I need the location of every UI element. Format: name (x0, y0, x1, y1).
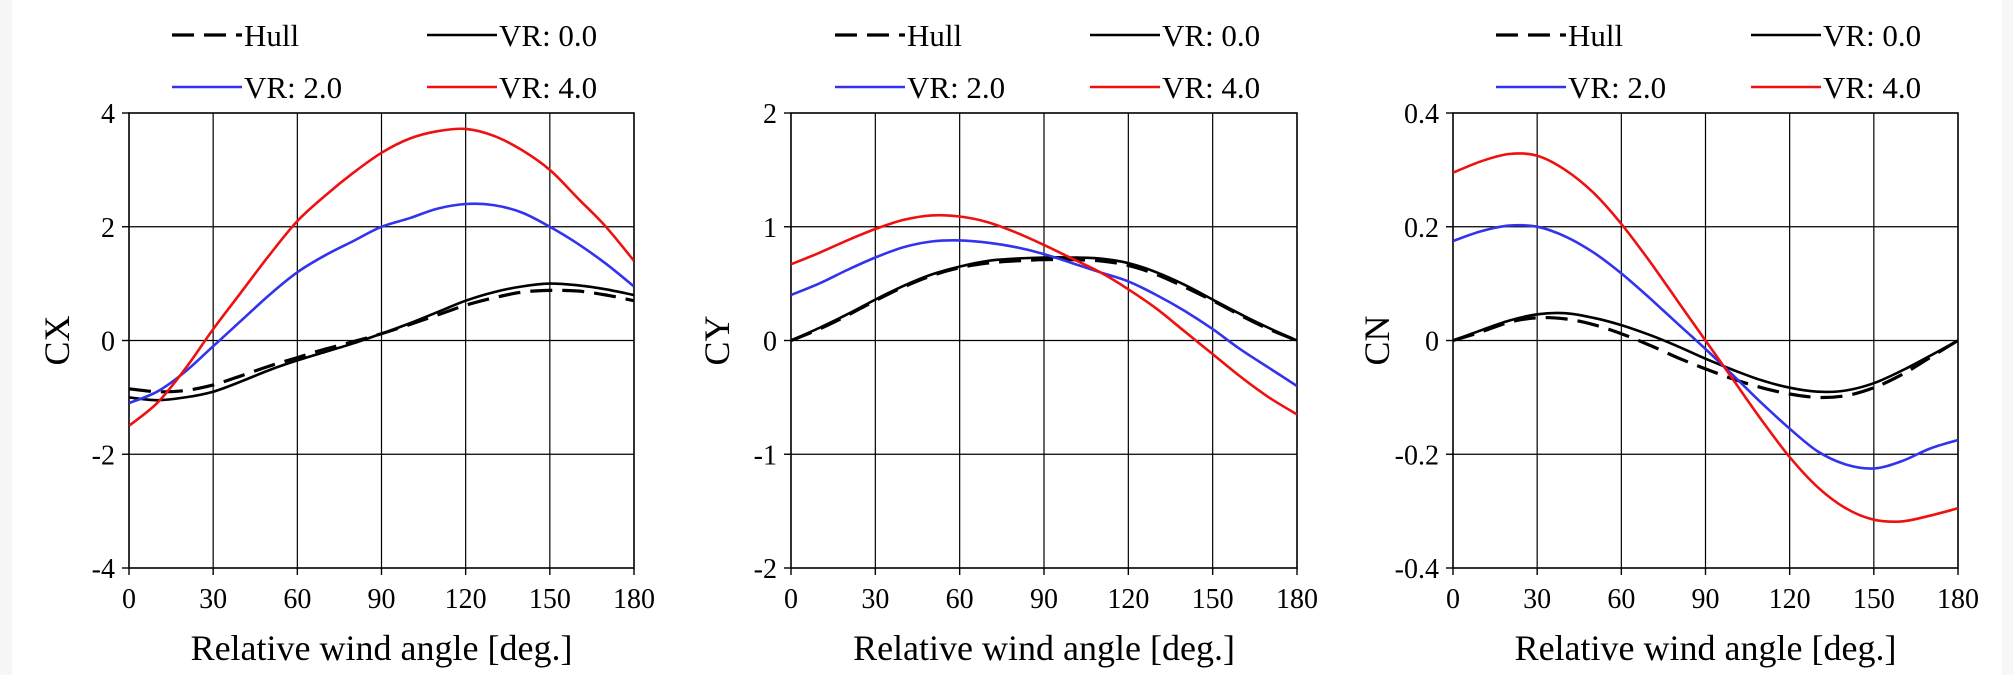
x-tick-label: 90 (368, 584, 396, 615)
x-tick-label: 120 (1107, 584, 1149, 615)
legend: Hull VR: 0.0 VR: 2.0 VR: 4.0 (172, 18, 597, 105)
series-line-hull (1453, 315, 1958, 400)
x-tick-label: 60 (946, 584, 974, 615)
x-axis-label: Relative wind angle [deg.] (1515, 628, 1897, 668)
legend-label: VR: 4.0 (499, 70, 597, 105)
x-tick-label: 150 (529, 584, 571, 615)
legend-label: VR: 0.0 (1162, 18, 1260, 53)
series-line-vr-2-0 (129, 202, 634, 405)
y-axis-label: CY (697, 315, 737, 365)
figure-canvas: 0 30 60 90 120 150 180 4 2 0 -2 -4 Relative wind ang… (12, 0, 2002, 675)
y-axis-label: CX (37, 315, 77, 365)
series-line-hull (791, 257, 1297, 342)
legend-label: Hull (244, 18, 299, 53)
legend: Hull VR: 0.0 VR: 2.0 VR: 4.0 (1496, 18, 1921, 105)
x-tick-label: 30 (861, 584, 889, 615)
legend: Hull VR: 0.0 VR: 2.0 VR: 4.0 (835, 18, 1260, 105)
y-tick-label: 4 (101, 99, 115, 130)
y-tick-label: 0.4 (1404, 99, 1439, 130)
legend-label: VR: 4.0 (1162, 70, 1260, 105)
chart-panel-1: 0 30 60 90 120 150 180 4 2 0 -2 -4 Relative wind ang… (37, 18, 655, 668)
x-axis-label: Relative wind angle [deg.] (191, 628, 573, 668)
y-tick-label: 2 (763, 99, 777, 130)
series-line-vr-0-0 (791, 256, 1297, 342)
legend-label: VR: 4.0 (1823, 70, 1921, 105)
legend-label: VR: 2.0 (244, 70, 342, 105)
legend-label: VR: 2.0 (907, 70, 1005, 105)
x-tick-label: 60 (1607, 584, 1635, 615)
chart-panel-2: 0 30 60 90 120 150 180 2 1 0 -1 -2 Relative wind ang… (697, 18, 1318, 668)
x-tick-label: 180 (613, 584, 655, 615)
series-line-vr-2-0 (791, 239, 1297, 388)
x-tick-label: 90 (1030, 584, 1058, 615)
x-tick-label: 0 (122, 584, 136, 615)
legend-label: Hull (907, 18, 962, 53)
chart-panel-3: 0 30 60 90 120 150 180 0.4 0.2 0 -0.2 -0.4 Relative … (1357, 18, 1979, 668)
legend-label: VR: 0.0 (499, 18, 597, 53)
x-axis-label: Relative wind angle [deg.] (853, 628, 1235, 668)
y-tick-label: 0.2 (1404, 213, 1439, 244)
y-tick-label: -2 (754, 554, 777, 585)
x-tick-label: 30 (199, 584, 227, 615)
x-tick-label: 120 (445, 584, 487, 615)
legend-label: VR: 0.0 (1823, 18, 1921, 53)
x-tick-label: 180 (1276, 584, 1318, 615)
y-tick-label: -1 (754, 440, 777, 471)
x-tick-label: 0 (1446, 584, 1460, 615)
y-tick-label: 2 (101, 213, 115, 244)
x-tick-label: 30 (1523, 584, 1551, 615)
series-line-vr-2-0 (1453, 223, 1958, 470)
y-axis-label: CN (1357, 315, 1397, 365)
legend-label: Hull (1568, 18, 1623, 53)
x-tick-label: 120 (1769, 584, 1811, 615)
series-line-vr-4-0 (791, 213, 1297, 416)
y-tick-label: 0 (763, 327, 777, 358)
x-tick-label: 0 (784, 584, 798, 615)
x-tick-label: 90 (1692, 584, 1720, 615)
legend-label: VR: 2.0 (1568, 70, 1666, 105)
series-line-vr-0-0 (1453, 311, 1958, 394)
y-tick-label: -0.4 (1395, 554, 1439, 585)
x-tick-label: 60 (283, 584, 311, 615)
y-tick-label: -4 (92, 554, 115, 585)
y-tick-label: 0 (1425, 327, 1439, 358)
x-tick-label: 150 (1853, 584, 1895, 615)
series-line-vr-4-0 (129, 127, 634, 427)
y-tick-label: 1 (763, 213, 777, 244)
x-tick-label: 150 (1192, 584, 1234, 615)
series-line-vr-4-0 (1453, 152, 1958, 523)
y-tick-label: -2 (92, 440, 115, 471)
x-tick-label: 180 (1937, 584, 1979, 615)
y-tick-label: -0.2 (1395, 440, 1439, 471)
y-tick-label: 0 (101, 327, 115, 358)
series-line-vr-0-0 (129, 282, 634, 402)
